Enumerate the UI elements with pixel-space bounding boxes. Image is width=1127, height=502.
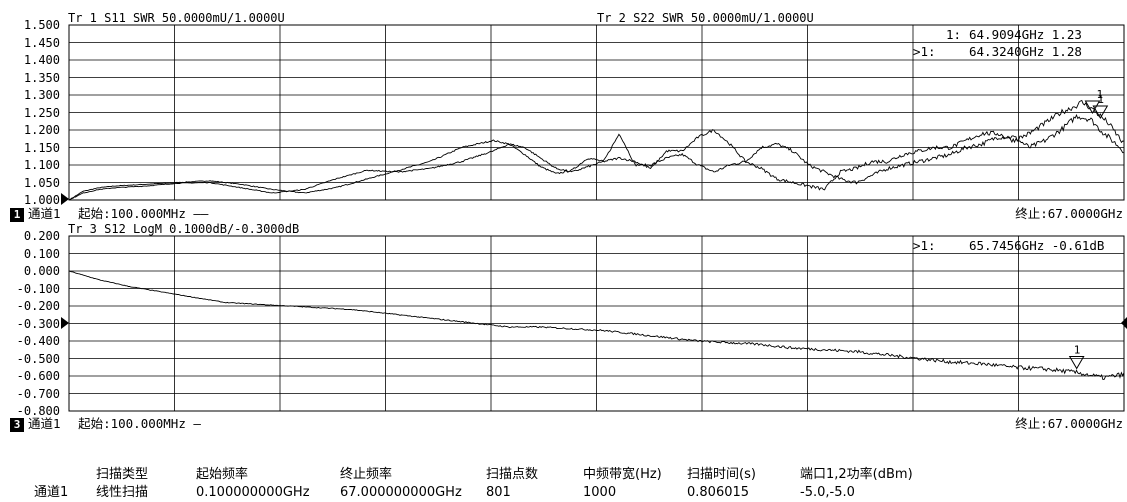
y-tick-label: -0.500 — [16, 351, 60, 366]
y-tick-label: 1.300 — [23, 88, 60, 102]
y-tick-label: 0.200 — [23, 229, 60, 243]
sweep-type-value[interactable]: 线性扫描 — [96, 485, 149, 500]
channel-badge-1[interactable]: 1 — [10, 208, 24, 222]
trace-line-1 — [68, 270, 1125, 381]
y-tick-label: 1.500 — [23, 18, 60, 32]
col-header-start-freq: 起始频率 — [196, 467, 249, 482]
if-bandwidth-value[interactable]: 1000 — [583, 485, 617, 500]
y-tick-label: -0.800 — [16, 404, 60, 418]
col-header-if-bandwidth: 中频带宽(Hz) — [583, 467, 662, 482]
col-header-sweep-type: 扫描类型 — [96, 467, 149, 482]
trace-line-2 — [68, 99, 1125, 201]
y-tick-label: 1.100 — [23, 158, 60, 172]
y-tick-label: 1.000 — [23, 193, 60, 207]
y-tick-label: 1.350 — [23, 70, 60, 85]
start-frequency-label[interactable]: 起始:100.000MHz — — [78, 416, 201, 431]
channel-badge-3[interactable]: 3 — [10, 418, 24, 432]
y-tick-label: -0.700 — [16, 386, 60, 401]
y-tick-label: -0.600 — [16, 369, 60, 383]
y-tick-label: 1.250 — [23, 105, 60, 120]
marker-triangle-icon — [1084, 100, 1101, 114]
y-tick-label: 1.450 — [23, 35, 60, 50]
logm-reference-arrow-right-icon — [1121, 317, 1127, 329]
swr-marker-readout-2-active: >1: 64.3240GHz 1.28 — [913, 44, 1082, 59]
y-tick-label: 0.000 — [23, 264, 60, 278]
logm-marker-readout-active: >1: 65.7456GHz -0.61dB — [913, 238, 1105, 253]
marker-triangle-icon — [1092, 105, 1109, 119]
marker-number-label: 1 — [1074, 344, 1081, 357]
y-tick-label: -0.300 — [16, 316, 60, 331]
col-header-port-power: 端口1,2功率(dBm) — [800, 467, 913, 482]
marker-number-label: 1 — [1097, 93, 1104, 106]
stop-frequency-label[interactable]: 终止:67.0000GHz — [1015, 206, 1123, 221]
channel-name: 通道1 — [28, 206, 61, 221]
points-value[interactable]: 801 — [486, 485, 511, 500]
y-tick-label: -0.400 — [16, 334, 60, 348]
logm-reference-arrow-icon — [61, 317, 69, 329]
y-tick-label: -0.100 — [16, 281, 60, 296]
sweep-time-value[interactable]: 0.806015 — [687, 485, 750, 500]
col-header-stop-freq: 终止频率 — [340, 467, 393, 482]
swr-reference-arrow-icon — [61, 193, 69, 205]
marker-triangle-icon — [1068, 356, 1085, 370]
marker-number-label: 1 — [1096, 88, 1103, 101]
col-header-sweep-time: 扫描时间(s) — [687, 467, 756, 482]
start-frequency-label[interactable]: 起始:100.000MHz —— — [78, 206, 209, 221]
col-header-points: 扫描点数 — [486, 467, 539, 482]
swr-marker-readout-1: 1: 64.9094GHz 1.23 — [945, 27, 1082, 42]
y-tick-label: 1.200 — [23, 123, 60, 137]
y-tick-label: 0.100 — [23, 246, 60, 261]
y-tick-label: -0.200 — [16, 299, 60, 313]
y-tick-label: 1.400 — [23, 53, 60, 67]
row-label-channel-1: 通道1 — [34, 485, 69, 500]
start-frequency-value[interactable]: 0.100000000GHz — [196, 485, 310, 500]
stop-frequency-value[interactable]: 67.000000000GHz — [340, 485, 462, 500]
swr-plot[interactable]: 11 — [68, 24, 1125, 201]
channel-3-status-bar: 3 通道1 起始:100.000MHz — — [10, 416, 201, 432]
y-tick-label: 1.050 — [23, 175, 60, 190]
channel-1-status-bar: 1 通道1 起始:100.000MHz —— — [10, 206, 208, 222]
stop-frequency-label[interactable]: 终止:67.0000GHz — [1015, 416, 1123, 431]
port-power-value[interactable]: -5.0,-5.0 — [800, 485, 855, 500]
y-tick-label: 1.150 — [23, 140, 60, 155]
logm-plot[interactable]: 1 — [68, 235, 1125, 412]
channel-name: 通道1 — [28, 416, 61, 431]
trace-1-header[interactable]: Tr 1 S11 SWR 50.0000mU/1.0000U — [68, 11, 285, 25]
trace-3-header[interactable]: Tr 3 S12 LogM 0.1000dB/-0.3000dB — [68, 222, 300, 236]
trace-2-header[interactable]: Tr 2 S22 SWR 50.0000mU/1.0000U — [597, 11, 814, 25]
trace-line-1 — [68, 113, 1125, 201]
